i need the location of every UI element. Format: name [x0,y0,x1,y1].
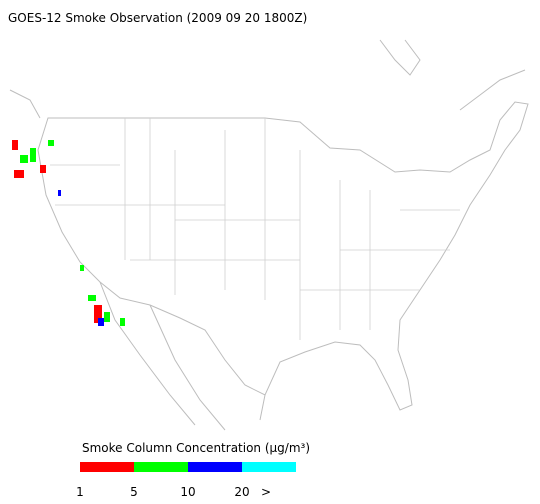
smoke-pixel [88,295,96,301]
legend-swatch [134,462,188,472]
map-title: GOES-12 Smoke Observation (2009 09 20 18… [8,11,307,25]
smoke-pixel [30,148,36,162]
legend: 1 5 10 20 > [76,462,296,499]
smoke-pixel [14,170,24,178]
legend-label: Smoke Column Concentration (μg/m³) [82,441,310,455]
smoke-pixel [12,140,18,150]
legend-tick-label: 5 [130,485,138,499]
us-outline [37,101,529,411]
smoke-pixel [104,312,110,322]
legend-tick-label: 10 [180,485,195,499]
state-lines [50,118,460,340]
basemap [9,39,529,431]
smoke-pixel [120,318,125,326]
smoke-pixel [58,190,61,196]
legend-swatch [242,462,296,472]
smoke-pixels [12,140,125,326]
mexico-outline [99,281,266,431]
legend-swatch [188,462,242,472]
legend-tick-label: 1 [76,485,84,499]
smoke-pixel [48,140,54,146]
smoke-pixel [80,265,84,271]
smoke-pixel [40,165,46,173]
legend-tick-label: 20 [234,485,249,499]
smoke-pixel [20,155,28,163]
smoke-pixel [94,305,102,323]
canada-coast [9,39,526,119]
legend-tick-label: > [261,485,271,499]
legend-swatch [80,462,134,472]
smoke-pixel [98,318,104,326]
